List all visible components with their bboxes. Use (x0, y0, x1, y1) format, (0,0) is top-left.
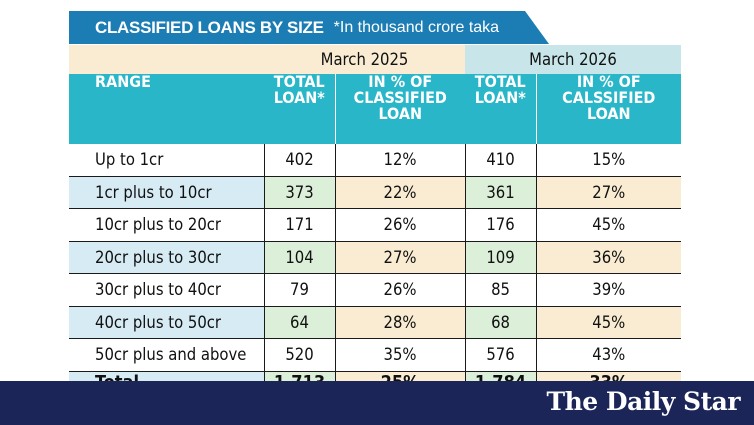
header-pct-2026: IN % OF CALSSIFIED LOAN (535, 72, 682, 144)
chart-title: CLASSIFIED LOANS BY SIZE (95, 17, 324, 37)
cell-pct-2025: 26% (334, 208, 466, 242)
cell-range: 50cr plus and above (69, 338, 264, 372)
header-line: LOAN (586, 104, 631, 123)
cell-pct-2025: 26% (334, 273, 466, 307)
table-row: 20cr plus to 30cr 104 27% 109 36% (69, 241, 682, 274)
table-body: Up to 1cr 402 12% 410 15% 1cr plus to 10cr 373… (69, 144, 682, 401)
cell-total-2025: 171 (263, 208, 335, 242)
cell-pct-2026: 45% (535, 208, 682, 242)
cell-range: 10cr plus to 20cr (69, 208, 264, 242)
cell-total-2025: 373 (263, 176, 335, 209)
table-row: 1cr plus to 10cr 373 22% 361 27% (69, 176, 682, 209)
cell-total-2025: 520 (263, 338, 335, 372)
cell-pct-2026: 15% (535, 144, 682, 177)
header-total-2025: TOTAL LOAN* (264, 74, 335, 144)
cell-total-2026: 361 (464, 176, 537, 209)
footer-band (0, 381, 754, 425)
cell-total-2026: 85 (464, 273, 537, 307)
period-march-2026: March 2026 (465, 45, 682, 74)
cell-total-2025: 104 (263, 241, 335, 274)
cell-total-2025: 64 (263, 306, 335, 339)
table-row: 30cr plus to 40cr 79 26% 85 39% (69, 273, 682, 307)
cell-pct-2025: 22% (334, 176, 466, 209)
header-line: LOAN* (474, 88, 526, 107)
cell-range: 40cr plus to 50cr (69, 306, 264, 339)
header-total-2026: TOTAL LOAN* (465, 72, 537, 144)
cell-range: 1cr plus to 10cr (69, 176, 264, 209)
brand-logo: The Daily Star (546, 387, 741, 416)
cell-pct-2026: 39% (535, 273, 682, 307)
header-line: TOTAL (273, 72, 325, 91)
header-line: CLASSIFIED (353, 88, 447, 107)
cell-total-2026: 109 (464, 241, 537, 274)
table-row: 10cr plus to 20cr 171 26% 176 45% (69, 208, 682, 242)
cell-range: 30cr plus to 40cr (69, 273, 264, 307)
header-pct-2025: IN % OF CLASSIFIED LOAN (334, 72, 466, 144)
header-line: LOAN (378, 104, 423, 123)
cell-total-2026: 176 (464, 208, 537, 242)
table-row: 50cr plus and above 520 35% 576 43% (69, 338, 682, 372)
cell-total-2025: 402 (263, 144, 335, 177)
cell-pct-2026: 27% (535, 176, 682, 209)
header-line: IN % OF (576, 72, 641, 91)
cell-total-2026: 410 (464, 144, 537, 177)
cell-pct-2025: 28% (334, 306, 466, 339)
cell-pct-2026: 43% (535, 338, 682, 372)
cell-pct-2025: 12% (334, 144, 466, 177)
column-header-row: RANGE TOTAL LOAN* IN % OF CLASSIFIED LOAN T… (69, 72, 682, 144)
cell-pct-2025: 27% (334, 241, 466, 274)
header-line: IN % OF (368, 72, 433, 91)
cell-pct-2025: 35% (334, 338, 466, 372)
cell-pct-2026: 36% (535, 241, 682, 274)
period-blank-cell (69, 45, 264, 74)
header-range: RANGE (69, 74, 264, 144)
cell-pct-2026: 45% (535, 306, 682, 339)
period-header-row: March 2025 March 2026 (69, 45, 682, 74)
unit-note: *In thousand crore taka (333, 18, 500, 36)
cell-total-2025: 79 (263, 273, 335, 307)
cell-range: 20cr plus to 30cr (69, 241, 264, 274)
cell-range: Up to 1cr (69, 144, 264, 177)
cell-total-2026: 576 (464, 338, 537, 372)
header-line: TOTAL (474, 72, 526, 91)
classified-loans-table: March 2025 March 2026 RANGE TOTAL LOAN* I… (69, 45, 682, 401)
header-line: CALSSIFIED (562, 88, 656, 107)
period-march-2025: March 2025 (264, 45, 466, 74)
title-banner: CLASSIFIED LOANS BY SIZE *In thousand cr… (69, 11, 549, 44)
table-row: 40cr plus to 50cr 64 28% 68 45% (69, 306, 682, 339)
header-line: LOAN* (273, 88, 325, 107)
cell-total-2026: 68 (464, 306, 537, 339)
table-row: Up to 1cr 402 12% 410 15% (69, 144, 682, 177)
